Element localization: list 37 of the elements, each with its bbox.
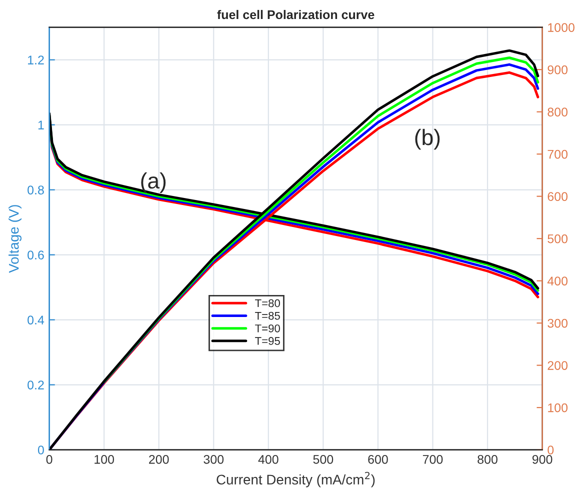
x-tick-label: 400 (258, 454, 278, 464)
y2-tick-label: 700 (548, 150, 568, 159)
legend-label: T=95 (255, 337, 280, 345)
x-tick-label: 500 (313, 454, 334, 464)
y-axis-title: Voltage (V) (8, 205, 22, 273)
y-tick-label: 0 (38, 446, 44, 454)
y-tick-label: 0.4 (28, 316, 44, 324)
y2-tick-label: 1000 (548, 23, 574, 32)
x-tick-label: 600 (368, 454, 388, 464)
legend-label: T=85 (255, 312, 280, 320)
x-tick-label: 300 (204, 454, 224, 464)
x-tick-label: 900 (532, 454, 552, 464)
y-tick-label: 0.8 (28, 186, 44, 194)
y-tick-label: 1 (38, 120, 44, 130)
y2-tick-label: 300 (548, 318, 568, 328)
y2-tick-label: 800 (548, 108, 568, 116)
x-axis-title: Current Density (mA/cm$^{2}$) (216, 472, 375, 488)
y-tick-label: 1.2 (28, 56, 44, 64)
x-tick-label: 100 (94, 454, 114, 464)
y2-tick-label: 0 (548, 446, 554, 454)
y2-tick-label: 400 (547, 276, 568, 286)
annotation: (b) (415, 128, 440, 150)
x-tick-label: 800 (478, 454, 498, 464)
x-tick-label: 700 (422, 454, 443, 464)
y-tick-label: 0.2 (28, 380, 44, 390)
legend-label: T=80 (255, 299, 280, 308)
chart-title: fuel cell Polarization curve (217, 10, 374, 20)
x-tick-label: 200 (149, 454, 169, 464)
x-tick-label: 0 (46, 454, 52, 464)
y2-tick-label: 200 (548, 361, 568, 370)
y2-tick-label: 600 (548, 192, 568, 201)
y-tick-label: 0.6 (28, 250, 44, 260)
y2-tick-label: 100 (548, 403, 568, 412)
legend-label: T=90 (255, 324, 280, 332)
y2-tick-label: 500 (548, 234, 568, 244)
y2-tick-label: 900 (548, 65, 568, 74)
annotation: (a) (141, 172, 166, 194)
